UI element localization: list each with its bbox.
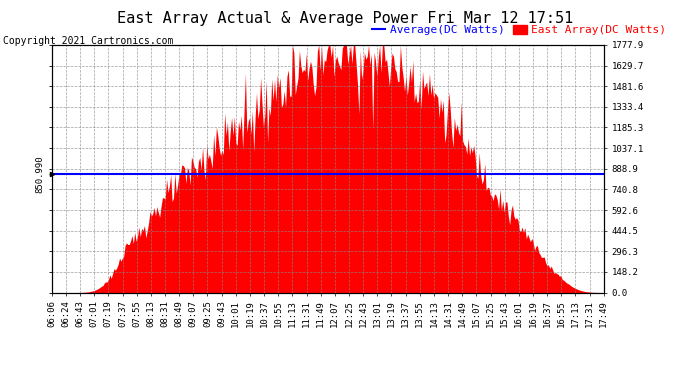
Legend: Average(DC Watts), East Array(DC Watts): Average(DC Watts), East Array(DC Watts) [368,21,671,39]
Text: Copyright 2021 Cartronics.com: Copyright 2021 Cartronics.com [3,36,174,46]
Text: East Array Actual & Average Power Fri Mar 12 17:51: East Array Actual & Average Power Fri Ma… [117,11,573,26]
